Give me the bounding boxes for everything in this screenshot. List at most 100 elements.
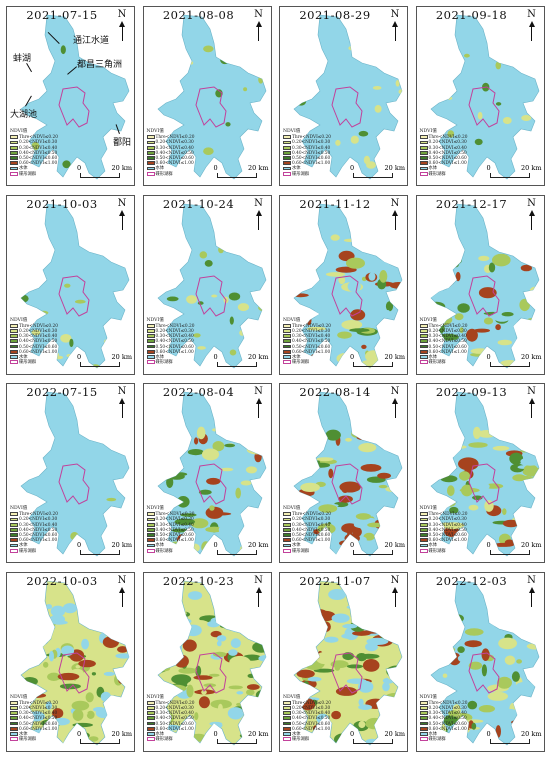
legend-swatch (146, 700, 155, 705)
vegetation-patch (121, 703, 129, 713)
vegetation-patch (229, 316, 234, 325)
legend-item: 0.30<NDVI≤0.40 (283, 146, 331, 151)
vegetation-patch (343, 238, 356, 242)
vegetation-patch (196, 426, 205, 440)
legend-swatch (419, 527, 428, 532)
legend-swatch (10, 329, 18, 333)
dish-lake-boundary (194, 651, 227, 694)
legend-swatch (419, 711, 428, 715)
legend-label: 0.40<NDVI≤0.50 (428, 150, 467, 156)
vegetation-patch (169, 610, 190, 618)
north-label: N (254, 9, 263, 20)
legend-swatch (419, 135, 428, 140)
legend-title: NDVI值 (419, 317, 437, 323)
vegetation-patch (367, 522, 383, 528)
legend-swatch (283, 135, 291, 140)
vegetation-patch (520, 115, 531, 121)
legend-label: 水体 (292, 166, 301, 172)
legend-label: 0.30<NDVI≤0.40 (428, 711, 467, 717)
legend-item: 碟形湖群 (146, 172, 195, 177)
legend-item: 水体 (10, 543, 58, 548)
water-patch (363, 614, 379, 622)
legend-item: 0.20<NDVI≤0.30 (283, 140, 331, 145)
legend-item: 水体 (10, 732, 58, 737)
vegetation-patch (229, 349, 236, 355)
vegetation-patch (394, 296, 402, 304)
vegetation-patch (109, 249, 116, 258)
lake-map (20, 391, 130, 557)
legend-item: 0.60<NDVI≤1.00 (283, 538, 331, 543)
vegetation-patch (348, 45, 357, 51)
vegetation-patch (245, 430, 266, 435)
legend: NDVI值 Thre<NDVI≤0.20 0.20<NDVI≤0.30 0.30<ND… (419, 317, 468, 366)
vegetation-patch (60, 45, 66, 55)
map-panel: 2021-10-03 N NDVI值 Thre<NDVI≤0.20 0.20<NDVI≤… (6, 194, 135, 375)
legend: NDVI值 Thre<NDVI≤0.20 0.20<NDVI≤0.30 0.30<ND… (419, 506, 467, 554)
legend-item: 0.20<NDVI≤0.30 (283, 517, 331, 522)
vegetation-patch (217, 610, 232, 621)
arrow-stem (531, 215, 532, 230)
water-patch (342, 623, 358, 628)
vegetation-patch (506, 321, 527, 333)
legend-swatch (419, 533, 428, 537)
arrow-head-icon (392, 586, 398, 593)
lake-area (20, 14, 130, 180)
legend-title: NDVI值 (283, 129, 301, 134)
legend-label: Thre<NDVI≤0.20 (19, 700, 58, 706)
legend-swatch (419, 161, 428, 166)
vegetation-patch (251, 704, 263, 709)
legend-label: 0.60<NDVI≤1.00 (155, 726, 194, 732)
north-label: N (117, 9, 127, 20)
scale-end: 20 km (384, 352, 405, 361)
legend-label: 0.20<NDVI≤0.30 (292, 140, 331, 146)
legend-item: 碟形湖群 (146, 549, 195, 554)
legend-label: Thre<NDVI≤0.20 (19, 512, 58, 518)
vegetation-patch (205, 477, 220, 485)
legend-swatch (146, 344, 155, 349)
vegetation-patch (440, 475, 457, 483)
vegetation-patch (163, 615, 176, 620)
legend-item: 0.60<NDVI≤1.00 (10, 538, 58, 543)
legend-item: Thre<NDVI≤0.20 (10, 135, 58, 140)
vegetation-patch (470, 722, 476, 730)
legend: NDVI值 Thre<NDVI≤0.20 0.20<NDVI≤0.30 0.30<ND… (146, 318, 194, 366)
legend-label: 碟形湖群 (292, 737, 310, 743)
legend-swatch (146, 349, 155, 354)
legend: NDVI值 Thre<NDVI≤0.20 0.20<NDVI≤0.30 0.30<ND… (10, 129, 58, 177)
legend-label: 水体 (155, 543, 165, 549)
legend: NDVI值 Thre<NDVI≤0.20 0.20<NDVI≤0.30 0.30<ND… (146, 129, 195, 177)
legend-item: 0.50<NDVI≤0.60 (10, 345, 58, 350)
vegetation-patch (294, 687, 309, 694)
legend-label: 0.50<NDVI≤0.60 (155, 156, 194, 162)
panel-date: 2021-10-03 (26, 196, 98, 211)
vegetation-patch (439, 650, 448, 658)
vegetation-patch (313, 308, 329, 319)
scale-start: 0 (486, 729, 491, 738)
water-patch (182, 618, 191, 624)
map-annotation: 大湖池 (10, 110, 38, 120)
arrow-stem (258, 27, 259, 41)
vegetation-patch (38, 310, 49, 315)
scale-line (80, 173, 120, 178)
vegetation-patch (464, 627, 484, 636)
legend-item: 0.20<NDVI≤0.30 (283, 706, 331, 711)
dish-lake-boundary (331, 86, 363, 128)
legend-label: Thre<NDVI≤0.20 (428, 323, 468, 329)
vegetation-patch (440, 657, 447, 666)
legend-swatch (146, 156, 155, 160)
vegetation-patch (64, 283, 71, 288)
vegetation-patch (457, 457, 479, 471)
legend-label: 0.60<NDVI≤1.00 (292, 538, 331, 544)
legend-label: 0.60<NDVI≤1.00 (155, 349, 194, 355)
dish-lake-boundary (58, 274, 90, 317)
legend-label: 水体 (19, 731, 28, 737)
vegetation-patch (251, 641, 266, 653)
vegetation-patch (185, 684, 194, 697)
vegetation-patch (355, 513, 371, 520)
legend-swatch (146, 538, 155, 543)
north-arrow-icon: N (115, 387, 129, 418)
water-patch (81, 638, 89, 649)
vegetation-patch (489, 617, 498, 627)
legend-item: 0.50<NDVI≤0.60 (283, 345, 331, 350)
vegetation-patch (177, 667, 197, 674)
